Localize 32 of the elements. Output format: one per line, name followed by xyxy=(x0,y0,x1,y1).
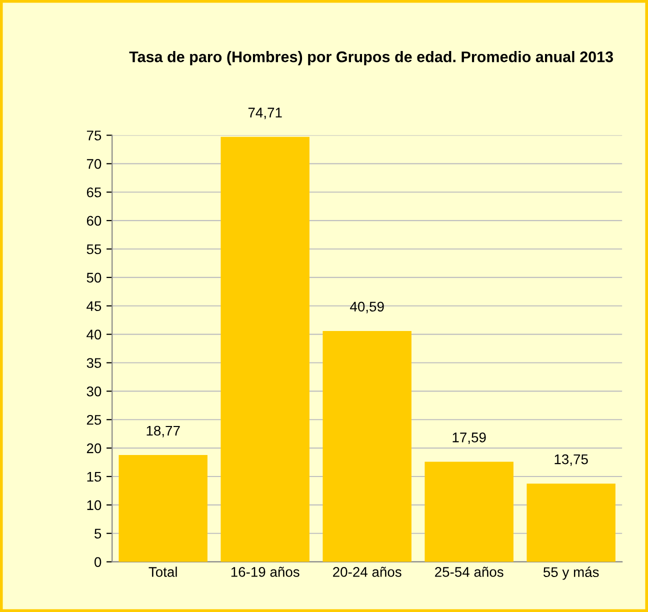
y-tick-label: 5 xyxy=(94,528,102,539)
bar xyxy=(118,455,208,562)
y-tick-label: 10 xyxy=(87,500,102,510)
x-tick-label: 55 y más xyxy=(543,566,599,580)
data-label: 40,59 xyxy=(350,302,384,314)
y-tick-label: 40 xyxy=(86,330,102,340)
y-tick-label: 65 xyxy=(86,187,102,198)
y-tick-label: 70 xyxy=(86,159,102,169)
y-tick-label: 25 xyxy=(86,414,102,425)
y-tick-label: 30 xyxy=(86,386,102,396)
y-tick-label: 15 xyxy=(87,472,102,482)
x-tick-label: 25-54 años xyxy=(435,566,504,577)
data-label: 17,59 xyxy=(452,432,486,444)
y-tick-label: 55 xyxy=(86,244,102,254)
chart-title: Tasa de paro (Hombres) por Grupos de edad. Promedio anual 2013 xyxy=(129,51,614,66)
y-tick-label: 0 xyxy=(94,557,102,567)
data-label: 13,75 xyxy=(554,454,588,466)
data-label: 18,77 xyxy=(146,426,180,438)
y-tick-label: 35 xyxy=(86,358,102,368)
x-tick-label: Total xyxy=(148,566,177,577)
y-tick-label: 50 xyxy=(86,272,102,283)
data-label: 74,71 xyxy=(248,108,282,120)
bar xyxy=(424,462,514,562)
x-tick-label: 20-24 años xyxy=(333,566,402,577)
bar xyxy=(526,484,616,562)
x-tick-label: 16-19 años xyxy=(231,566,300,577)
y-tick-label: 75 xyxy=(86,130,102,140)
y-tick-label: 20 xyxy=(86,443,102,454)
bar xyxy=(322,330,412,562)
bar xyxy=(220,136,310,562)
y-tick-label: 45 xyxy=(86,301,102,312)
y-tick-label: 60 xyxy=(86,216,102,226)
